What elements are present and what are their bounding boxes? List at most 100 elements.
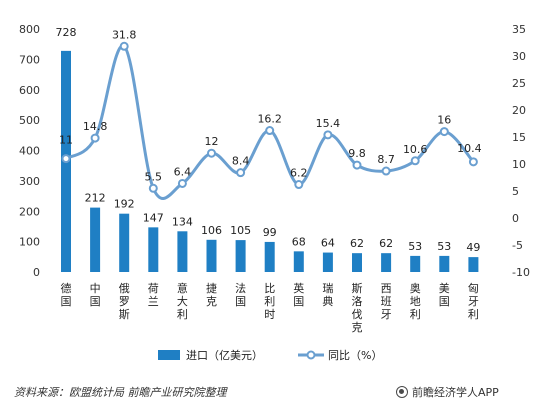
y-left-tick-label: 0 <box>33 266 40 279</box>
bar-value-label: 192 <box>114 198 135 211</box>
y-axis-left: 0 100 200 300 400 500 600 700 800 <box>19 23 40 279</box>
line-point <box>177 178 187 188</box>
line-value-label: 6.2 <box>290 167 308 180</box>
bar-value-label: 68 <box>292 235 306 248</box>
line-point <box>236 168 246 178</box>
line-value-label: 11 <box>59 134 73 147</box>
bar <box>177 231 188 272</box>
brand-text: 前瞻经济学人APP <box>412 386 499 399</box>
category-label: 俄罗斯 <box>119 282 130 321</box>
y-left-tick-label: 100 <box>19 236 40 249</box>
bar-value-label: 62 <box>379 237 393 250</box>
y-right-tick-label: 25 <box>512 77 526 90</box>
bar-value-label: 53 <box>408 240 422 253</box>
category-label: 奥地利 <box>410 281 421 321</box>
brand: 前瞻经济学人APP <box>396 384 499 400</box>
line-point <box>439 127 449 137</box>
y-left-tick-label: 500 <box>19 114 40 127</box>
line-point <box>119 41 129 51</box>
bar <box>148 227 159 272</box>
category-label: 比利时 <box>264 282 275 321</box>
line-value-label: 31.8 <box>112 28 137 41</box>
legend-bar-swatch <box>158 350 180 360</box>
legend-line-label: 同比（%） <box>328 349 382 362</box>
bar-value-label: 134 <box>172 215 193 228</box>
line-point <box>90 133 100 143</box>
bar <box>206 239 217 272</box>
bar-value-label: 49 <box>466 241 480 254</box>
line-labels: 11 14.8 31.8 5.5 6.4 12 8.4 16.2 6.2 15.4 9.8 8.7 10… <box>59 28 482 183</box>
y-right-tick-label: -10 <box>512 266 530 279</box>
line-point <box>294 180 304 190</box>
bar <box>352 253 362 272</box>
brand-logo-icon <box>396 386 408 398</box>
line-value-label: 15.4 <box>316 117 341 130</box>
bar <box>410 255 421 272</box>
line-value-label: 16 <box>437 114 451 127</box>
y-right-tick-label: 10 <box>512 158 526 171</box>
category-label: 意大利 <box>177 281 188 321</box>
line-point <box>381 166 391 176</box>
category-label: 西班牙 <box>381 282 392 321</box>
category-label: 英国 <box>293 281 304 308</box>
legend-line-marker <box>306 350 316 360</box>
y-right-tick-label: 30 <box>512 50 526 63</box>
bar-value-label: 99 <box>263 226 277 239</box>
line-value-label: 12 <box>205 135 219 148</box>
line-value-label: 10.4 <box>457 142 482 155</box>
bar <box>293 251 304 272</box>
y-right-tick-label: -5 <box>512 239 523 252</box>
line-point <box>352 160 362 170</box>
line-point <box>148 183 158 193</box>
line-point <box>207 148 216 158</box>
bar <box>264 241 275 272</box>
line-value-label: 8.4 <box>232 155 250 168</box>
line-value-label: 10.6 <box>403 143 428 156</box>
line-value-label: 16.2 <box>257 113 282 126</box>
y-left-tick-label: 600 <box>19 84 40 97</box>
bar <box>119 213 130 272</box>
line-point <box>61 154 71 164</box>
line-points <box>61 41 478 193</box>
y-right-tick-label: 35 <box>512 23 526 36</box>
line-value-label: 6.4 <box>174 165 192 178</box>
bar-value-label: 212 <box>85 192 106 205</box>
category-label: 匈牙利 <box>468 281 479 321</box>
bar <box>381 253 392 272</box>
legend-bar-label: 进口（亿美元） <box>186 349 263 362</box>
category-label: 荷兰 <box>148 282 159 308</box>
line-point <box>265 126 275 136</box>
line-value-label: 9.8 <box>348 147 366 160</box>
line-value-label: 14.8 <box>83 120 108 133</box>
line-value-label: 5.5 <box>145 170 163 183</box>
bar <box>235 240 246 272</box>
bar <box>439 255 450 272</box>
category-label: 斯洛伐克 <box>352 282 363 334</box>
bar-value-label: 64 <box>321 237 335 250</box>
source-note: 资料来源：欧盟统计局 前瞻产业研究院整理 <box>14 386 227 399</box>
line-point <box>323 130 333 140</box>
bar <box>468 257 479 272</box>
category-label: 美国 <box>439 282 450 308</box>
bar <box>90 207 101 272</box>
y-left-tick-label: 300 <box>19 175 40 188</box>
bar <box>322 252 333 272</box>
y-right-tick-label: 15 <box>512 131 526 144</box>
y-left-tick-label: 200 <box>19 205 40 218</box>
y-axis-right: -10 -5 0 5 10 15 20 25 30 35 <box>512 23 530 279</box>
category-label: 中国 <box>90 282 101 308</box>
category-label: 瑞典 <box>322 281 333 308</box>
bar-labels: 728 212 192 147 134 106 105 99 68 64 62 62 53 53 49 <box>56 26 481 254</box>
category-label: 捷克 <box>206 281 217 308</box>
category-label: 德国 <box>61 281 72 308</box>
y-left-tick-label: 800 <box>19 23 40 36</box>
y-left-tick-label: 700 <box>19 53 40 66</box>
bar-value-label: 147 <box>143 211 164 224</box>
line-point <box>468 157 478 167</box>
line-value-label: 8.7 <box>377 153 395 166</box>
bar-value-label: 106 <box>201 224 222 237</box>
bar-value-label: 105 <box>230 224 251 237</box>
legend: 进口（亿美元） 同比（%） <box>158 349 382 362</box>
